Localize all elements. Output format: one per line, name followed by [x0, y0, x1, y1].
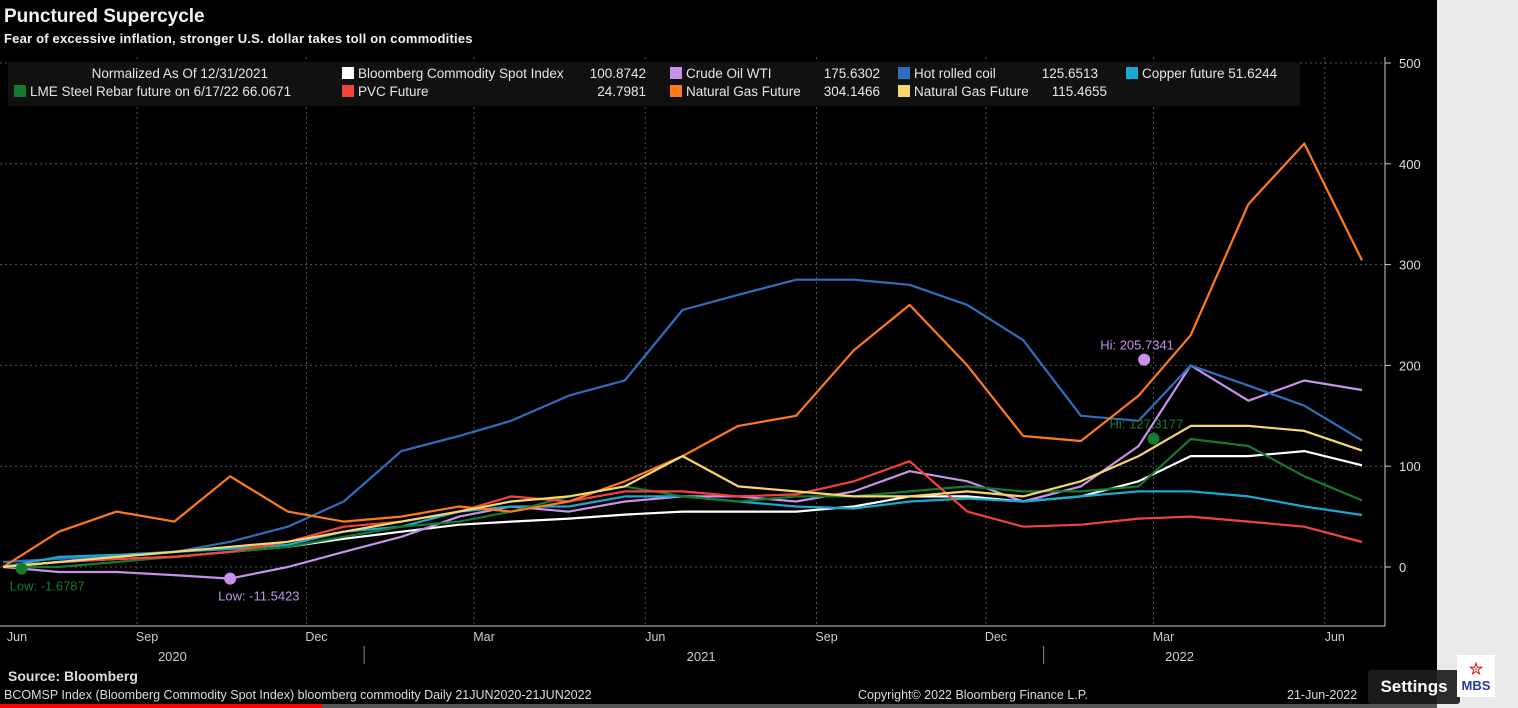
series-line-5 [2, 460, 1363, 569]
legend-swatch [342, 67, 354, 79]
line-chart: 0 100 200 300 400 500 Jun Sep Dec Mar Jun Sep Dec Mar… [0, 56, 1421, 664]
series-line-7 [2, 424, 1363, 569]
channel-logo[interactable]: ✮ MBS [1457, 655, 1495, 697]
footer-date: 21-Jun-2022 [1287, 688, 1358, 702]
legend-swatch [670, 85, 682, 97]
legend-swatch [1126, 67, 1138, 79]
x-tick-label: Mar [473, 630, 495, 644]
legend-swatch [670, 67, 682, 79]
legend-entry: Natural Gas Future [914, 84, 1029, 99]
legend-value: 24.7981 [597, 84, 646, 99]
plot-area [0, 57, 1385, 626]
y-tick-label: 500 [1399, 56, 1421, 71]
chart-title: Punctured Supercycle [4, 6, 205, 27]
x-tick-label: Dec [985, 630, 1007, 644]
x-tick-label: Jun [7, 630, 27, 644]
star-icon: ✮ [1468, 658, 1484, 679]
legend-swatch [342, 85, 354, 97]
y-tick-label: 300 [1399, 258, 1421, 273]
legend-entry: PVC Future [358, 84, 429, 99]
annotation-label: Hi: 127.3177 [1109, 417, 1183, 432]
legend-swatch [898, 67, 910, 79]
year-label: 2021 [687, 649, 716, 664]
legend-value: 100.8742 [590, 66, 646, 81]
annotation-marker [1138, 353, 1151, 366]
x-tick-label: Sep [136, 630, 158, 644]
legend-value: 125.6513 [1042, 66, 1098, 81]
legend-value: 115.4655 [1052, 84, 1107, 99]
series-line-2 [2, 278, 1363, 564]
footer-info: BCOMSP Index (Bloomberg Commodity Spot I… [4, 688, 592, 702]
y-tick-label: 400 [1399, 157, 1421, 172]
legend-entry: LME Steel Rebar future on 6/17/22 66.067… [30, 84, 291, 99]
year-label: 2022 [1165, 649, 1194, 664]
annotation-label: Low: -11.5423 [218, 589, 299, 604]
legend-entry: Natural Gas Future [686, 84, 801, 99]
progress-fill [0, 704, 322, 708]
year-label: 2020 [158, 649, 187, 664]
x-tick-label: Sep [815, 630, 837, 644]
side-panel [1437, 0, 1518, 708]
source-label: Source: Bloomberg [8, 668, 138, 684]
chart-frame: Punctured Supercycle Fear of excessive i… [0, 6, 1421, 702]
legend-entry: Copper future 51.6244 [1142, 66, 1278, 81]
annotation-marker [1147, 432, 1160, 445]
y-tick-label: 200 [1399, 358, 1421, 373]
legend-header: Normalized As Of 12/31/2021 [92, 66, 268, 81]
y-tick-label: 100 [1399, 459, 1421, 474]
legend-swatch [14, 85, 26, 97]
legend: Normalized As Of 12/31/2021 Bloomberg Com… [8, 62, 1300, 106]
logo-text: MBS [1461, 677, 1491, 693]
video-progress-bar[interactable] [0, 704, 1437, 708]
x-tick-label: Jun [1325, 630, 1345, 644]
legend-entry: Bloomberg Commodity Spot Index [358, 66, 564, 81]
x-tick-label: Dec [305, 630, 327, 644]
legend-entry: Crude Oil WTI [686, 66, 772, 81]
annotation-marker [224, 572, 237, 585]
x-tick-label: Jun [645, 630, 665, 644]
legend-swatch [898, 85, 910, 97]
footer-copyright: Copyright© 2022 Bloomberg Finance L.P. [858, 688, 1088, 702]
x-tick-label: Mar [1153, 630, 1175, 644]
legend-entry: Hot rolled coil [914, 66, 996, 81]
annotation-label: Hi: 205.7341 [1100, 338, 1174, 353]
legend-value: 304.1466 [824, 84, 880, 99]
legend-value: 175.6302 [824, 66, 880, 81]
y-tick-label: 0 [1399, 560, 1406, 575]
annotation-label: Low: -1.6787 [10, 579, 85, 594]
settings-tooltip: Settings [1368, 670, 1460, 704]
annotation-marker [15, 562, 28, 575]
legend-background [8, 62, 1300, 106]
chart-subtitle: Fear of excessive inflation, stronger U.… [4, 31, 473, 46]
